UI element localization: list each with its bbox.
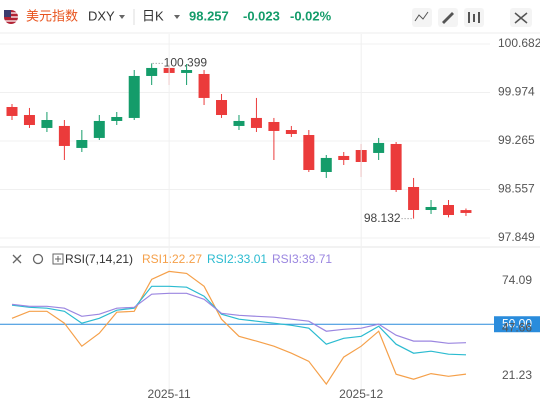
indicator-icon[interactable]	[52, 253, 64, 265]
candle-body	[373, 142, 385, 153]
icon	[468, 12, 480, 23]
candle-body	[268, 121, 280, 131]
indicator-icon-cross	[55, 256, 61, 262]
candle-body	[320, 157, 332, 172]
y-tick-label: 74.09	[502, 273, 532, 287]
x-tick-label: 2025-11	[148, 387, 191, 401]
candle-body	[41, 120, 53, 128]
y-tick-label: 98.557	[498, 182, 535, 196]
y-tick-label: 97.849	[498, 230, 535, 244]
icon	[442, 12, 454, 24]
candle-body	[250, 117, 262, 128]
candle-body	[198, 73, 210, 98]
candle-body	[285, 130, 297, 134]
candle-body	[76, 140, 88, 148]
period[interactable]: 日K	[142, 8, 164, 23]
symbol-code[interactable]: DXY	[88, 8, 115, 23]
indicator-title: RSI(7,14,21)	[65, 252, 133, 266]
candle-body	[216, 100, 228, 116]
icon	[514, 12, 528, 24]
y-tick-label: 47.66	[502, 321, 532, 335]
candle-body	[303, 135, 315, 171]
candle-body	[146, 67, 158, 76]
y-tick-label: 99.974	[498, 85, 535, 99]
tool-buttons	[412, 8, 532, 27]
last-price: 98.257	[189, 8, 229, 23]
price-change-pct: -0.02%	[290, 8, 332, 23]
candle-body	[23, 115, 35, 126]
flag-stripes	[4, 12, 18, 22]
rsi-line	[11, 270, 467, 386]
high-annotation: 100.399	[164, 56, 208, 70]
y-tick-highlight	[494, 316, 540, 333]
candle-body	[338, 155, 350, 161]
legend-entry: RSI2:33.01	[207, 252, 267, 266]
candle-body	[6, 106, 18, 116]
toolbar: 美元指数 DXY 日K 98.257 -0.023 -0.02%	[4, 8, 532, 27]
icon	[414, 11, 429, 22]
candle-body	[111, 116, 123, 121]
dropdown-arrow[interactable]	[119, 15, 125, 19]
candle-body	[233, 120, 245, 126]
legend-entry: RSI1:22.27	[142, 252, 202, 266]
candle-body	[408, 186, 420, 211]
y-tick-label: 100.682	[498, 36, 540, 50]
candle-body	[460, 210, 472, 213]
flag-canton	[4, 10, 11, 17]
price-change: -0.023	[243, 8, 280, 23]
low-annotation: 98.132	[364, 211, 401, 225]
candle-body	[128, 75, 140, 118]
close-icon[interactable]	[12, 254, 22, 264]
candle-body	[93, 120, 105, 138]
y-tick-label: 21.23	[502, 368, 532, 382]
candle-body	[443, 205, 454, 216]
candle-body	[390, 143, 402, 191]
x-tick-label: 2025-12	[339, 387, 383, 401]
rsi-line	[11, 292, 467, 344]
y-tick-label: 99.265	[498, 133, 535, 147]
candle-body	[425, 206, 437, 211]
rsi-line	[11, 285, 467, 356]
candle-body	[58, 125, 70, 146]
symbol-name[interactable]: 美元指数	[26, 8, 78, 23]
settings-icon[interactable]	[32, 253, 44, 265]
dropdown-arrow[interactable]	[174, 15, 180, 19]
candle-body	[181, 70, 193, 73]
legend-entry: RSI3:39.71	[272, 252, 332, 266]
y-tick-label: 50.00	[502, 316, 532, 330]
